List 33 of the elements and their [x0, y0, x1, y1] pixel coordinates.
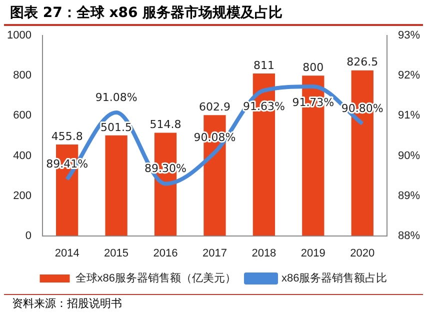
y2-tick-label: 93%: [398, 30, 420, 42]
data-label: 800: [302, 61, 324, 74]
chart-title: 图表 27：全球 x86 服务器市场规模及占比: [4, 0, 423, 26]
x-tick-label: 2018: [252, 247, 276, 260]
data-label: 811: [253, 58, 274, 72]
x-tick-label: 2020: [350, 247, 375, 260]
legend-label: x86服务器销售额占比: [282, 272, 388, 285]
y2-tick-label: 88%: [398, 230, 420, 242]
x-tick-label: 2015: [104, 247, 129, 260]
y-tick-label: 600: [13, 110, 32, 122]
data-label: 90.08%: [194, 130, 236, 144]
y2-tick-label: 92%: [398, 70, 420, 82]
y-tick-label: 200: [13, 190, 32, 202]
data-label: 91.08%: [95, 90, 138, 104]
y-tick-label: 400: [13, 150, 32, 162]
data-label: 514.8: [150, 118, 182, 132]
y2-tick-label: 90%: [398, 150, 420, 162]
x-tick-label: 2016: [153, 247, 178, 260]
y-tick-label: 800: [13, 70, 32, 82]
data-label: 455.8: [51, 130, 83, 143]
legend-label: 全球x86服务器销售额（亿美元）: [75, 272, 236, 285]
bar: [105, 135, 128, 236]
y-tick-label: 0: [25, 230, 32, 242]
x-tick-label: 2019: [300, 247, 326, 260]
text: 资料来源：招股说明书: [4, 294, 423, 312]
y2-tick-label: 91%: [398, 110, 420, 122]
y2-tick-label: 89%: [398, 190, 420, 202]
data-label: 89.41%: [46, 158, 88, 171]
data-label: 602.9: [198, 100, 230, 114]
y-tick-label: 1000: [6, 30, 32, 42]
x-tick-label: 2017: [202, 247, 227, 260]
x-tick-label: 2014: [54, 247, 80, 260]
data-label: 826.5: [346, 56, 378, 69]
